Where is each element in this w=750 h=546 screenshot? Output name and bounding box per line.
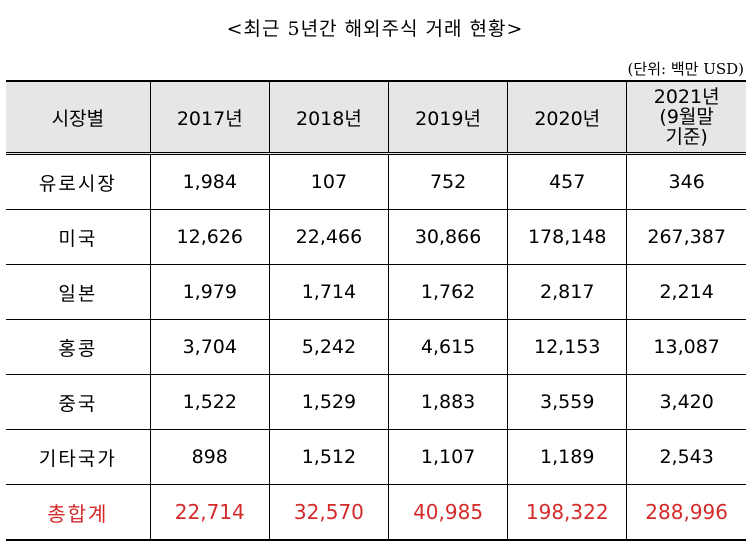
table-cell: 752 <box>387 153 509 210</box>
table-cell: 30,866 <box>387 209 509 265</box>
table-cell: 898 <box>149 429 270 485</box>
table-cell: 178,148 <box>507 209 628 265</box>
table-cell: 2,817 <box>507 264 628 320</box>
table-cell: 1,189 <box>507 429 628 485</box>
table-cell: 3,559 <box>507 374 628 430</box>
table-row: 홍콩 3,704 5,242 4,615 12,153 13,087 <box>6 319 746 375</box>
trading-table: 시장별 2017년 2018년 2019년 2020년 2021년 (9월말 기… <box>6 80 746 541</box>
table-cell: 13,087 <box>626 319 746 375</box>
table-row: 유로시장 1,984 107 752 457 346 <box>6 153 746 210</box>
table-cell: 3,704 <box>149 319 270 375</box>
total-row: 총합계 22,714 32,570 40,985 198,322 288,996 <box>6 484 746 541</box>
table-cell: 3,420 <box>626 374 746 430</box>
column-header-2021-line3: 기준) <box>665 126 708 148</box>
table-cell: 1,522 <box>149 374 270 430</box>
table-cell: 12,626 <box>149 209 270 265</box>
column-header-2021-line1: 2021년 <box>653 86 720 108</box>
table-cell: 2,543 <box>626 429 746 485</box>
table-cell: 107 <box>268 153 390 210</box>
table-cell: 1,762 <box>387 264 509 320</box>
table-cell: 40,985 <box>387 484 509 541</box>
table-cell: 198,322 <box>507 484 628 541</box>
row-label: 기타국가 <box>6 429 151 485</box>
table-cell: 288,996 <box>626 484 746 541</box>
row-label: 미국 <box>6 209 151 265</box>
column-header-2021-line2: (9월말 <box>659 106 714 128</box>
row-label: 유로시장 <box>6 153 151 210</box>
table-row: 중국 1,522 1,529 1,883 3,559 3,420 <box>6 374 746 430</box>
table-row: 일본 1,979 1,714 1,762 2,817 2,214 <box>6 264 746 320</box>
column-header-2017: 2017년 <box>149 80 270 155</box>
table-cell: 267,387 <box>626 209 746 265</box>
table-cell: 346 <box>626 153 746 210</box>
column-header-2019: 2019년 <box>387 80 509 155</box>
header-row: 시장별 2017년 2018년 2019년 2020년 2021년 (9월말 기… <box>6 80 746 155</box>
table-cell: 1,984 <box>149 153 270 210</box>
table-row: 미국 12,626 22,466 30,866 178,148 267,387 <box>6 209 746 265</box>
table-cell: 5,242 <box>268 319 390 375</box>
column-header-market: 시장별 <box>6 80 151 155</box>
table-cell: 2,214 <box>626 264 746 320</box>
table-title: <최근 5년간 해외주식 거래 현황> <box>226 18 524 40</box>
table-cell: 1,529 <box>268 374 390 430</box>
table-cell: 32,570 <box>268 484 390 541</box>
table-cell: 457 <box>507 153 628 210</box>
table-cell: 22,466 <box>268 209 390 265</box>
table-cell: 1,714 <box>268 264 390 320</box>
row-label: 총합계 <box>6 484 151 541</box>
table-row: 기타국가 898 1,512 1,107 1,189 2,543 <box>6 429 746 485</box>
column-header-2021: 2021년 (9월말 기준) <box>626 80 746 155</box>
table-cell: 22,714 <box>149 484 270 541</box>
unit-note: (단위: 백만 USD) <box>627 60 744 78</box>
row-label: 홍콩 <box>6 319 151 375</box>
column-header-2018: 2018년 <box>268 80 390 155</box>
table-cell: 12,153 <box>507 319 628 375</box>
table-cell: 1,107 <box>387 429 509 485</box>
table-cell: 1,979 <box>149 264 270 320</box>
table-cell: 1,883 <box>387 374 509 430</box>
table-cell: 1,512 <box>268 429 390 485</box>
row-label: 중국 <box>6 374 151 430</box>
row-label: 일본 <box>6 264 151 320</box>
column-header-2020: 2020년 <box>507 80 628 155</box>
table-cell: 4,615 <box>387 319 509 375</box>
